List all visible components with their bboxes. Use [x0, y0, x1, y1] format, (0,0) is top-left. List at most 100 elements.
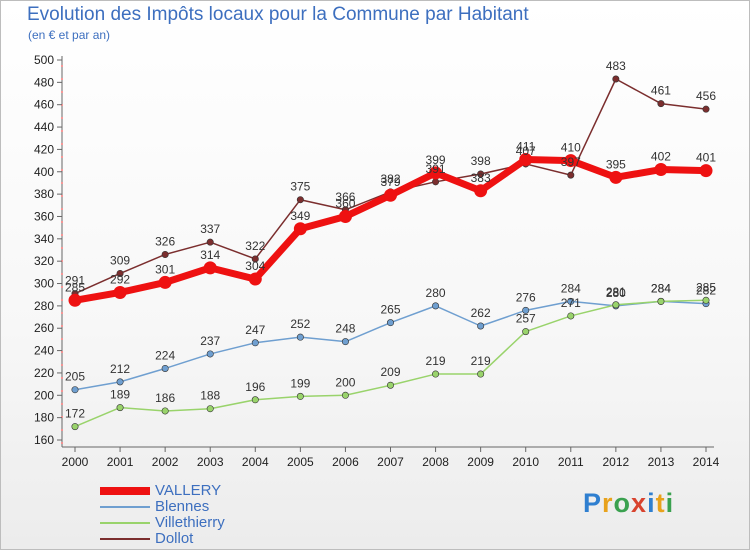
data-label-dollot: 461 [651, 84, 671, 98]
chart-title: Evolution des Impôts locaux pour la Comm… [27, 4, 529, 25]
y-tick-label: 220 [34, 366, 54, 380]
legend-item-blennes: Blennes [100, 499, 360, 515]
data-label-blennes: 276 [516, 290, 536, 304]
data-label-dollot: 291 [65, 274, 85, 288]
data-label-dollot: 391 [426, 162, 446, 176]
legend-swatch [100, 487, 150, 495]
data-label-dollot: 337 [200, 222, 220, 236]
legend-label: Dollot [155, 530, 194, 547]
data-label-blennes: 280 [426, 286, 446, 300]
data-point-villethierry [251, 396, 259, 404]
data-point-dollot [296, 196, 304, 204]
data-label-dollot: 309 [110, 253, 130, 267]
data-label-vallery: 383 [471, 171, 491, 185]
data-label-blennes: 282 [696, 284, 716, 298]
data-point-villethierry [567, 312, 575, 320]
data-point-villethierry [161, 407, 169, 415]
data-point-vallery [293, 222, 307, 236]
y-tick-label: 240 [34, 344, 54, 358]
data-point-dollot [702, 105, 710, 113]
data-label-villethierry: 196 [245, 380, 265, 394]
y-tick-label: 440 [34, 120, 54, 134]
x-tick-label: 2000 [62, 455, 89, 469]
data-point-vallery [338, 209, 352, 223]
x-tick-label: 2004 [242, 455, 269, 469]
y-tick-label: 460 [34, 98, 54, 112]
data-point-villethierry [386, 381, 394, 389]
data-label-villethierry: 188 [200, 389, 220, 403]
data-label-blennes: 265 [380, 303, 400, 317]
logo-letter: r [602, 488, 614, 518]
data-label-villethierry: 284 [651, 281, 671, 295]
data-point-villethierry [116, 404, 124, 412]
data-point-villethierry [657, 297, 665, 305]
data-label-blennes: 224 [155, 348, 175, 362]
data-point-villethierry [702, 296, 710, 304]
x-tick-label: 2009 [467, 455, 494, 469]
legend-swatch [100, 506, 150, 508]
data-label-villethierry: 172 [65, 407, 85, 421]
data-label-vallery: 285 [65, 280, 85, 294]
y-tick-label: 180 [34, 411, 54, 425]
legend-label: VALLERY [155, 482, 222, 499]
legend-item-villethierry: Villethierry [100, 515, 360, 531]
data-point-vallery [68, 293, 82, 307]
data-label-dollot: 375 [290, 180, 310, 194]
data-label-blennes: 280 [606, 286, 626, 300]
data-label-villethierry: 209 [380, 365, 400, 379]
chart-subtitle: (en € et par an) [28, 28, 111, 42]
x-tick-label: 2001 [107, 455, 134, 469]
data-point-blennes [432, 302, 440, 310]
x-tick-label: 2005 [287, 455, 314, 469]
y-tick-label: 480 [34, 75, 54, 89]
data-label-villethierry: 271 [561, 296, 581, 310]
x-tick-label: 2008 [422, 455, 449, 469]
data-point-blennes [206, 350, 214, 358]
logo-letter: o [613, 488, 632, 518]
data-point-vallery [113, 285, 127, 299]
logo-letter: i [665, 488, 675, 518]
data-label-blennes: 205 [65, 370, 85, 384]
y-tick-label: 200 [34, 388, 54, 402]
data-label-vallery: 379 [380, 175, 400, 189]
legend: VALLERY Blennes Villethierry Dollot [100, 483, 360, 547]
x-tick-label: 2003 [197, 455, 224, 469]
data-label-villethierry: 219 [471, 354, 491, 368]
x-tick-label: 2014 [693, 455, 720, 469]
data-point-dollot [206, 238, 214, 246]
data-point-villethierry [296, 392, 304, 400]
y-tick-label: 340 [34, 232, 54, 246]
data-point-vallery [384, 188, 397, 202]
data-point-vallery [564, 154, 578, 168]
data-label-vallery: 402 [651, 150, 671, 164]
data-label-dollot: 407 [516, 144, 536, 158]
data-point-blennes [386, 319, 394, 327]
data-label-blennes: 252 [290, 317, 310, 331]
data-label-vallery: 360 [335, 196, 355, 210]
x-tick-label: 2011 [558, 455, 584, 469]
data-label-villethierry: 281 [606, 285, 626, 299]
data-point-villethierry [341, 391, 349, 399]
x-tick-label: 2010 [512, 455, 539, 469]
y-tick-label: 360 [34, 209, 54, 223]
data-point-vallery [158, 275, 172, 289]
logo-letter: t [655, 488, 666, 518]
data-point-villethierry [71, 423, 79, 431]
y-tick-label: 400 [34, 165, 54, 179]
data-label-vallery: 411 [516, 139, 535, 153]
data-label-dollot: 397 [561, 155, 581, 169]
data-point-dollot [161, 250, 169, 258]
legend-swatch [100, 538, 150, 540]
y-tick-label: 380 [34, 187, 54, 201]
data-point-villethierry [477, 370, 485, 378]
data-label-vallery: 401 [696, 151, 716, 165]
data-point-villethierry [612, 301, 620, 309]
data-point-dollot [251, 255, 259, 263]
data-label-dollot: 456 [696, 89, 716, 103]
data-label-blennes: 262 [471, 306, 491, 320]
data-point-vallery [609, 170, 623, 184]
data-point-blennes [116, 378, 124, 386]
data-point-villethierry [206, 405, 214, 413]
